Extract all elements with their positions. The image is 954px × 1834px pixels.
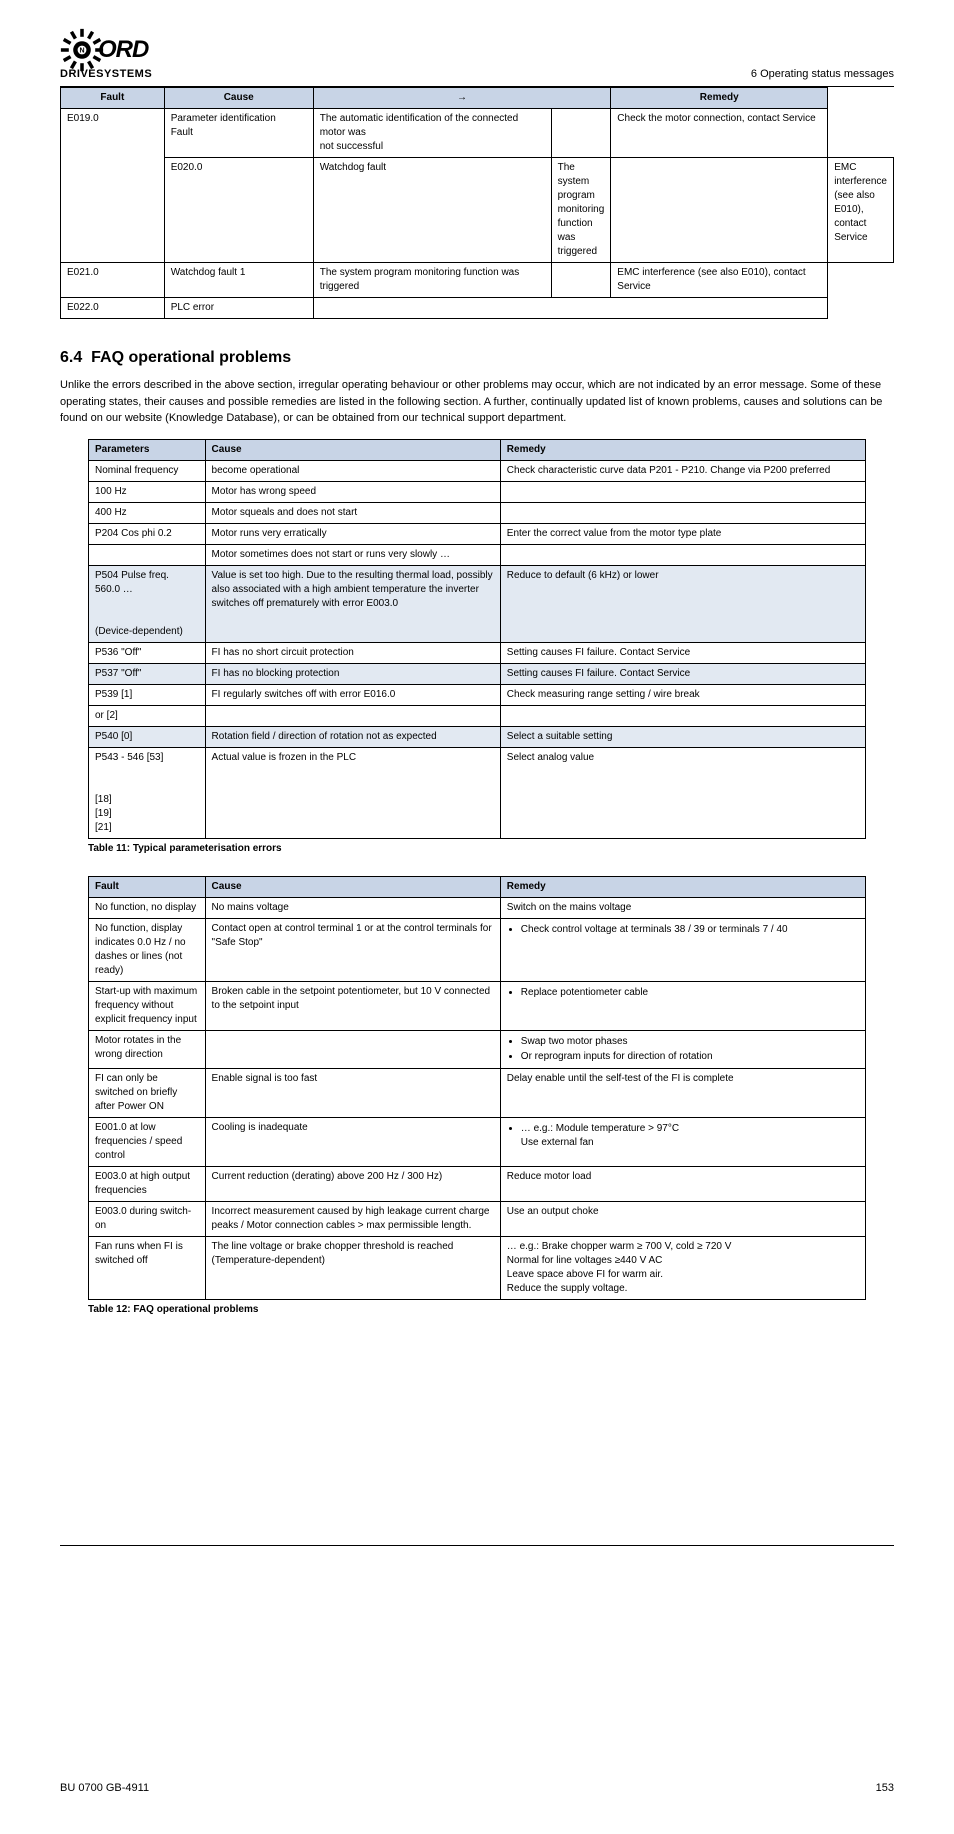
table-row: P540 [0]Rotation field / direction of ro… — [89, 726, 866, 747]
table-row: E019.0 Parameter identificationFault The… — [61, 109, 894, 158]
section-paragraph: Unlike the errors described in the above… — [60, 377, 894, 427]
table-row: P536 "Off"FI has no short circuit protec… — [89, 642, 866, 663]
table-row: P504 Pulse freq. 560.0 … (Device-depende… — [89, 565, 866, 642]
section-title: 6.4 FAQ operational problems — [60, 349, 894, 367]
table-row: E003.0 at high output frequenciesCurrent… — [89, 1166, 866, 1201]
col-fault: Fault — [61, 88, 165, 109]
table-row: 400 HzMotor squeals and does not start — [89, 502, 866, 523]
table-row: P539 [1]FI regularly switches off with e… — [89, 684, 866, 705]
faq-table: Fault Cause Remedy No function, no displ… — [88, 876, 866, 1300]
logo-text: ORD — [98, 36, 148, 64]
footer-left: BU 0700 GB-4911 — [60, 1782, 149, 1794]
table-row: or [2] — [89, 705, 866, 726]
table-row: FI can only be switched on briefly after… — [89, 1068, 866, 1117]
table-row: 100 HzMotor has wrong speed — [89, 481, 866, 502]
param-error-table: Parameters Cause Remedy Nominal frequenc… — [88, 439, 866, 839]
footer-rule — [60, 1545, 894, 1546]
table-row: E001.0 at low frequencies / speed contro… — [89, 1117, 866, 1166]
table-row: No function, no displayNo mains voltageS… — [89, 897, 866, 918]
col-cause: Cause — [164, 88, 313, 109]
logo-subtext: DRIVESYSTEMS — [60, 68, 152, 80]
table-row: P537 "Off"FI has no blocking protectionS… — [89, 663, 866, 684]
table-row: E003.0 during switch-onIncorrect measure… — [89, 1201, 866, 1236]
arrow-icon: → — [457, 92, 467, 103]
error-table: Fault Cause → Remedy E019.0 Parameter id… — [60, 87, 894, 319]
table-row: Motor sometimes does not start or runs v… — [89, 544, 866, 565]
table-row: E020.0 Watchdog fault The system program… — [61, 158, 894, 263]
table-row: Nominal frequencybecome operationalCheck… — [89, 460, 866, 481]
table-row: Fan runs when FI is switched offThe line… — [89, 1236, 866, 1299]
table-row: P543 - 546 [53] [18] [19] [21]Actual val… — [89, 747, 866, 838]
footer-right: 153 — [876, 1782, 894, 1794]
table-row: Motor rotates in the wrong direction Swa… — [89, 1030, 866, 1068]
table-row: Start-up with maximum frequency without … — [89, 981, 866, 1030]
table-row: No function, display indicates 0.0 Hz / … — [89, 918, 866, 981]
col-remedy: Remedy — [611, 88, 828, 109]
svg-text:N: N — [79, 48, 84, 55]
page-header-right: 6 Operating status messages — [60, 68, 894, 80]
table-caption: Table 11: Typical parameterisation error… — [88, 843, 866, 854]
table-row: P204 Cos phi 0.2Motor runs very erratica… — [89, 523, 866, 544]
table-row: E022.0 PLC error — [61, 298, 894, 319]
table-caption: Table 12: FAQ operational problems — [88, 1304, 866, 1315]
table-row: E021.0 Watchdog fault 1 The system progr… — [61, 263, 894, 298]
